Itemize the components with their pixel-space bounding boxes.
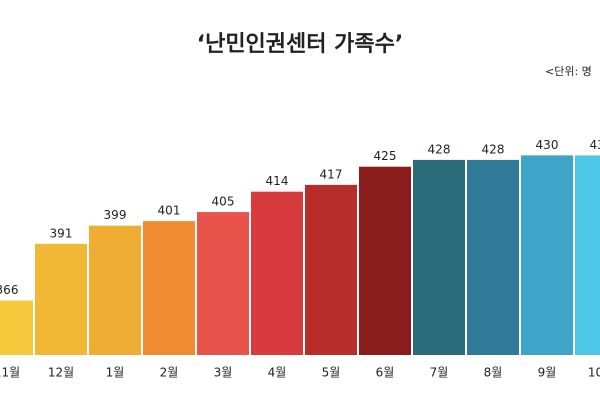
bar: [521, 155, 573, 355]
value-label: 391: [50, 226, 73, 240]
value-label: 425: [374, 149, 397, 163]
bar: [575, 155, 600, 355]
x-tick-label: 8월: [484, 366, 503, 380]
value-label: 430: [590, 138, 600, 152]
bar: [413, 159, 465, 355]
x-tick-label: 7월: [430, 366, 449, 380]
x-tick-label: 10월: [588, 366, 600, 380]
x-tick-label: 11월: [0, 366, 20, 380]
chart-title: ‘난민인권센터 가족수’: [197, 32, 404, 57]
value-label: 401: [158, 204, 181, 218]
value-label: 417: [320, 167, 343, 181]
x-tick-label: 9월: [538, 366, 557, 380]
value-label: 428: [482, 142, 505, 156]
x-tick-label: 3월: [214, 366, 233, 380]
value-label: 366: [0, 283, 18, 297]
bar: [35, 243, 87, 355]
value-label: 430: [536, 138, 559, 152]
x-tick-label: 5월: [322, 366, 341, 380]
bar: [0, 300, 33, 355]
value-label: 414: [266, 174, 289, 188]
bar: [359, 166, 411, 355]
value-label: 428: [428, 142, 451, 156]
x-tick-label: 6월: [376, 366, 395, 380]
bar: [197, 212, 249, 355]
x-tick-label: 12월: [48, 366, 74, 380]
bar: [305, 184, 357, 355]
x-tick-label: 1월: [106, 366, 125, 380]
bar: [143, 221, 195, 355]
bar: [467, 159, 519, 355]
bar: [89, 225, 141, 355]
value-label: 405: [212, 195, 235, 209]
bar: [251, 191, 303, 355]
unit-note: <단위: 명: [545, 65, 592, 78]
value-label: 399: [104, 208, 127, 222]
x-tick-label: 2월: [160, 366, 179, 380]
x-tick-label: 4월: [268, 366, 287, 380]
